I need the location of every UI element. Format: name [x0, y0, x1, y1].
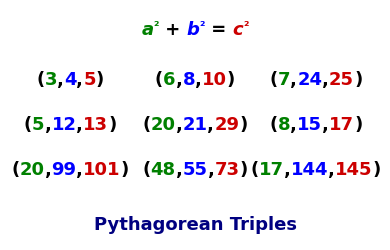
Text: ,: ,	[76, 71, 83, 89]
Text: Pythagorean Triples: Pythagorean Triples	[94, 216, 296, 234]
Text: 8: 8	[183, 71, 195, 89]
Text: 6: 6	[163, 71, 176, 89]
Text: 145: 145	[335, 161, 373, 179]
Text: ,: ,	[207, 116, 215, 134]
Text: ): )	[121, 161, 129, 179]
Text: a: a	[142, 21, 154, 39]
Text: ): )	[239, 161, 248, 179]
Text: +: +	[159, 21, 186, 39]
Text: 10: 10	[202, 71, 227, 89]
Text: ,: ,	[322, 116, 329, 134]
Text: 15: 15	[297, 116, 322, 134]
Text: ): )	[354, 71, 362, 89]
Text: 144: 144	[291, 161, 328, 179]
Text: (: (	[269, 116, 278, 134]
Text: 5: 5	[32, 116, 44, 134]
Text: ): )	[227, 71, 235, 89]
Text: ): )	[96, 71, 104, 89]
Text: 29: 29	[215, 116, 239, 134]
Text: ,: ,	[76, 116, 83, 134]
Text: ): )	[354, 116, 362, 134]
Text: ,: ,	[195, 71, 202, 89]
Text: 99: 99	[51, 161, 76, 179]
Text: ,: ,	[44, 161, 51, 179]
Text: c: c	[232, 21, 243, 39]
Text: 13: 13	[83, 116, 108, 134]
Text: 12: 12	[51, 116, 76, 134]
Text: ,: ,	[328, 161, 335, 179]
Text: 7: 7	[278, 71, 290, 89]
Text: 17: 17	[259, 161, 284, 179]
Text: ,: ,	[57, 71, 64, 89]
Text: 73: 73	[215, 161, 239, 179]
Text: (: (	[36, 71, 44, 89]
Text: ,: ,	[176, 71, 183, 89]
Text: ,: ,	[44, 116, 51, 134]
Text: 101: 101	[83, 161, 121, 179]
Text: 24: 24	[297, 71, 322, 89]
Text: 5: 5	[83, 71, 96, 89]
Text: (: (	[142, 161, 151, 179]
Text: (: (	[155, 71, 163, 89]
Text: (: (	[269, 71, 278, 89]
Text: 48: 48	[151, 161, 176, 179]
Text: =: =	[205, 21, 232, 39]
Text: (: (	[11, 161, 20, 179]
Text: 21: 21	[183, 116, 207, 134]
Text: ,: ,	[322, 71, 329, 89]
Text: (: (	[24, 116, 32, 134]
Text: ,: ,	[284, 161, 291, 179]
Text: (: (	[142, 116, 151, 134]
Text: ,: ,	[207, 161, 215, 179]
Text: 20: 20	[20, 161, 44, 179]
Text: 55: 55	[183, 161, 207, 179]
Text: ): )	[239, 116, 248, 134]
Text: 20: 20	[151, 116, 176, 134]
Text: (: (	[251, 161, 259, 179]
Text: ,: ,	[176, 116, 183, 134]
Text: 3: 3	[44, 71, 57, 89]
Text: ²: ²	[199, 20, 205, 32]
Text: b: b	[186, 21, 199, 39]
Text: ²: ²	[243, 20, 248, 32]
Text: ): )	[108, 116, 117, 134]
Text: ,: ,	[76, 161, 83, 179]
Text: 17: 17	[329, 116, 354, 134]
Text: ,: ,	[176, 161, 183, 179]
Text: 4: 4	[64, 71, 76, 89]
Text: ): )	[373, 161, 381, 179]
Text: ,: ,	[290, 71, 297, 89]
Text: ,: ,	[290, 116, 297, 134]
Text: 8: 8	[278, 116, 290, 134]
Text: ²: ²	[154, 20, 159, 32]
Text: 25: 25	[329, 71, 354, 89]
